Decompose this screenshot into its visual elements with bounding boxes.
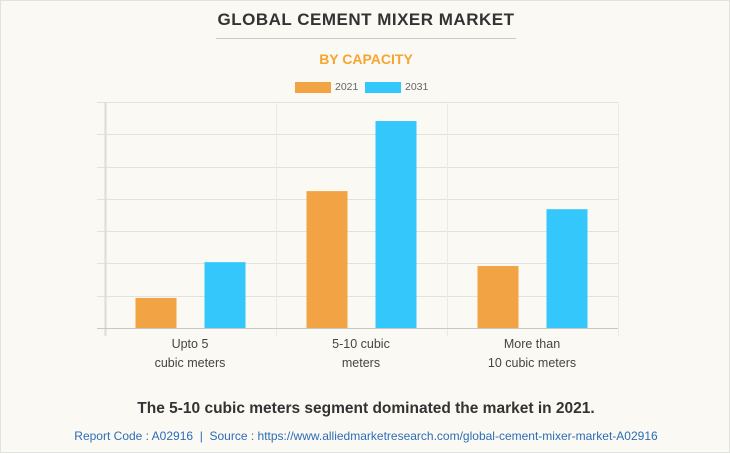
chart-title: GLOBAL CEMENT MIXER MARKET [217, 10, 515, 29]
x-tick-label-0: Upto 5 cubic meters [105, 335, 275, 373]
chart-caption: The 5-10 cubic meters segment dominated … [137, 400, 595, 417]
legend-label-2031: 2031 [405, 81, 429, 93]
legend-label-2021: 2021 [335, 81, 359, 93]
bar-2021-2 [477, 266, 519, 328]
x-tick-label-1-line-1: 5-10 cubic [332, 337, 390, 351]
chart-subtitle: BY CAPACITY [319, 51, 413, 67]
x-tick-label-0-line-1: Upto 5 [171, 337, 209, 351]
source-footer-link[interactable]: Report Code : A02916 | Source : https://… [74, 429, 658, 443]
x-tick-label-2: More than 10 cubic meters [447, 335, 617, 373]
x-tick-label-1: 5-10 cubic meters [276, 335, 446, 373]
title-divider [216, 38, 516, 39]
legend-swatch-2031 [365, 82, 401, 93]
bar-2031-0 [204, 262, 246, 328]
bar-2021-1 [306, 191, 348, 328]
x-tick-label-1-line-2: meters [341, 356, 381, 370]
bar-2031-2 [546, 209, 588, 328]
bar-2031-1 [375, 121, 417, 328]
legend-swatch-2021 [295, 82, 331, 93]
x-tick-label-0-line-2: cubic meters [154, 356, 226, 370]
x-tick-label-2-line-2: 10 cubic meters [487, 356, 577, 370]
x-tick-label-2-line-1: More than [503, 337, 561, 351]
bar-2021-0 [135, 297, 177, 328]
